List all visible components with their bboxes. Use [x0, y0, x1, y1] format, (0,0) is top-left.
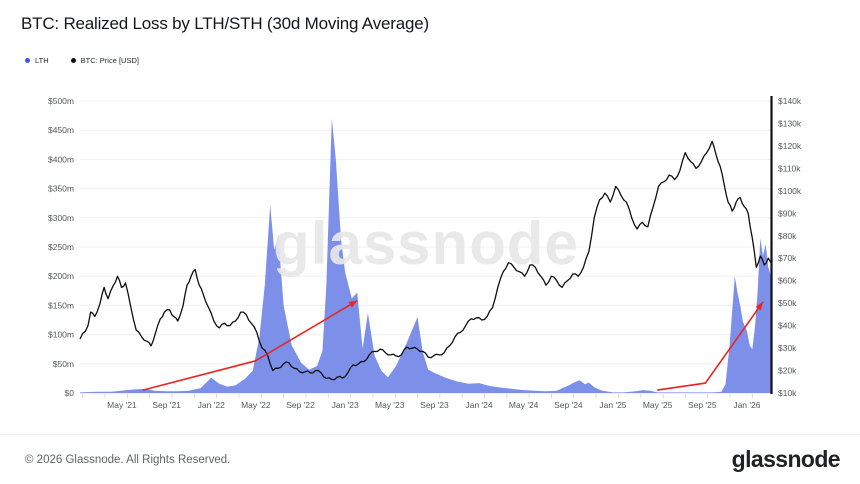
svg-text:$120k: $120k [778, 141, 802, 151]
svg-text:$130k: $130k [778, 118, 802, 128]
svg-text:Sep '23: Sep '23 [420, 400, 449, 410]
svg-text:$20k: $20k [778, 366, 797, 376]
svg-text:$400m: $400m [48, 154, 74, 164]
svg-text:$140k: $140k [778, 96, 802, 106]
footer-bar: © 2026 Glassnode. All Rights Reserved. g… [0, 434, 860, 484]
legend-label: LTH [35, 56, 49, 65]
legend-label: BTC: Price [USD] [80, 56, 139, 65]
legend-dot [70, 58, 76, 63]
x-axis-ticks [82, 394, 753, 398]
svg-text:Jan '25: Jan '25 [599, 400, 626, 410]
svg-text:$50m: $50m [53, 359, 74, 369]
svg-text:$80k: $80k [778, 231, 797, 241]
glassnode-logo: glassnode [731, 446, 841, 472]
trend-arrow-annotation [657, 301, 764, 391]
svg-text:$50k: $50k [778, 298, 797, 308]
svg-text:Sep '24: Sep '24 [554, 400, 583, 410]
svg-text:$100k: $100k [778, 186, 802, 196]
svg-text:May '24: May '24 [509, 400, 539, 410]
svg-text:Sep '25: Sep '25 [688, 400, 717, 410]
svg-text:Sep '21: Sep '21 [152, 400, 181, 410]
svg-text:Sep '22: Sep '22 [286, 400, 315, 410]
svg-text:Jan '24: Jan '24 [465, 400, 492, 410]
chart-legend: LTH BTC: Price [USD] [25, 56, 139, 65]
svg-text:$500m: $500m [48, 96, 74, 106]
copyright-text: © 2026 Glassnode. All Rights Reserved. [25, 453, 231, 466]
svg-text:$70k: $70k [778, 253, 797, 263]
svg-text:$100m: $100m [48, 330, 74, 340]
svg-text:Jan '22: Jan '22 [198, 400, 225, 410]
svg-text:$150m: $150m [48, 300, 74, 310]
svg-text:$90k: $90k [778, 208, 797, 218]
watermark-text: glassnode [273, 210, 579, 277]
trend-arrow-annotation [142, 300, 358, 391]
x-axis-labels: May '21 Sep '21 Jan '22 May '22 Sep '22 Jan '… [107, 400, 761, 410]
svg-text:$40k: $40k [778, 321, 797, 331]
svg-text:$350m: $350m [48, 184, 74, 194]
price-line-series [79, 140, 772, 381]
svg-text:$30k: $30k [778, 343, 797, 353]
right-axis-labels: $140k $130k $120k $110k $100k $90k $80k $70k $60… [778, 96, 802, 398]
legend-item-lth[interactable]: LTH [25, 56, 49, 65]
svg-text:$450m: $450m [48, 125, 74, 135]
chart-canvas[interactable]: $500m $450m $400m $350m $300m $250m $200m $150m… [0, 0, 860, 434]
legend-dot [25, 58, 30, 63]
svg-text:$200m: $200m [48, 271, 74, 281]
svg-text:$10k: $10k [778, 388, 797, 398]
svg-text:May '25: May '25 [643, 400, 673, 410]
svg-text:$110k: $110k [778, 163, 801, 173]
left-axis-labels: $500m $450m $400m $350m $300m $250m $200m $150m… [48, 96, 74, 398]
chart-area: $500m $450m $400m $350m $300m $250m $200m $150m… [0, 0, 860, 434]
svg-text:Jan '26: Jan '26 [733, 400, 760, 410]
svg-text:$0: $0 [65, 388, 75, 398]
page-title: BTC: Realized Loss by LTH/STH (30d Movin… [21, 14, 429, 33]
svg-text:$300m: $300m [48, 213, 74, 223]
legend-item-btc-price-usd[interactable]: BTC: Price [USD] [70, 56, 139, 65]
svg-text:Jan '23: Jan '23 [332, 400, 359, 410]
svg-text:May '21: May '21 [107, 400, 137, 410]
svg-text:$60k: $60k [778, 276, 797, 286]
svg-text:$250m: $250m [48, 242, 74, 252]
svg-text:May '23: May '23 [375, 400, 405, 410]
svg-text:May '22: May '22 [241, 400, 271, 410]
